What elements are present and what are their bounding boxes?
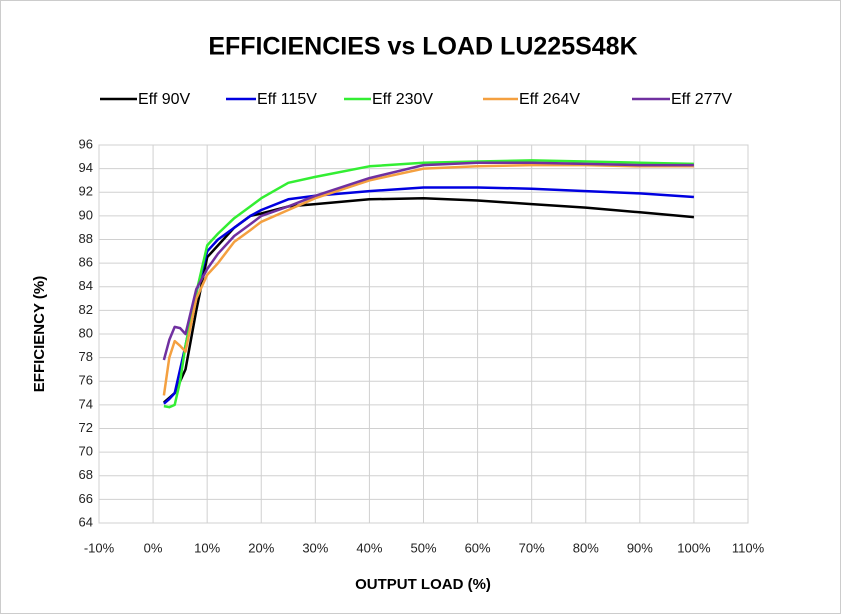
x-tick-label: 50%	[410, 540, 436, 555]
series-line	[162, 161, 694, 361]
x-tick-label: 110%	[732, 540, 765, 555]
y-tick-label: 74	[79, 396, 93, 411]
y-tick-label: 92	[79, 184, 93, 199]
series-line	[163, 159, 694, 409]
x-tick-label: 100%	[677, 540, 711, 555]
legend-label: Eff 264V	[519, 91, 580, 108]
y-tick-label: 72	[79, 420, 93, 435]
y-tick-label: 96	[79, 136, 93, 151]
legend-label: Eff 230V	[372, 91, 433, 108]
legend-label: Eff 90V	[138, 91, 191, 108]
y-tick-label: 94	[79, 160, 93, 175]
x-tick-label: 0%	[144, 540, 163, 555]
x-tick-label: 20%	[248, 540, 274, 555]
x-tick-label: 10%	[194, 540, 220, 555]
y-tick-label: 78	[79, 349, 93, 364]
legend-label: Eff 115V	[257, 91, 317, 108]
x-axis-label: OUTPUT LOAD (%)	[355, 576, 491, 593]
y-tick-label: 90	[79, 207, 93, 222]
plot-border	[98, 144, 749, 524]
x-tick-label: 70%	[519, 540, 545, 555]
y-tick-label: 66	[79, 491, 93, 506]
x-tick-label: -10%	[84, 540, 115, 555]
series-line	[162, 163, 694, 396]
series-line	[163, 186, 694, 405]
y-tick-label: 80	[79, 325, 93, 340]
x-tick-label: 90%	[627, 540, 653, 555]
y-tick-label: 84	[79, 278, 93, 293]
y-tick-label: 86	[79, 255, 93, 270]
x-tick-label: 80%	[573, 540, 599, 555]
x-tick-label: 40%	[356, 540, 382, 555]
y-tick-label: 88	[79, 231, 93, 246]
y-tick-label: 76	[79, 373, 93, 388]
x-tick-label: 30%	[302, 540, 328, 555]
y-axis-label: EFFICIENCY (%)	[31, 276, 48, 392]
y-tick-label: 68	[79, 467, 93, 482]
chart-title: EFFICIENCIES vs LOAD LU225S48K	[208, 33, 637, 61]
y-tick-label: 70	[79, 444, 93, 459]
x-tick-label: 60%	[465, 540, 491, 555]
y-tick-label: 82	[79, 302, 93, 317]
y-tick-label: 64	[79, 514, 93, 529]
legend-label: Eff 277V	[671, 91, 732, 108]
